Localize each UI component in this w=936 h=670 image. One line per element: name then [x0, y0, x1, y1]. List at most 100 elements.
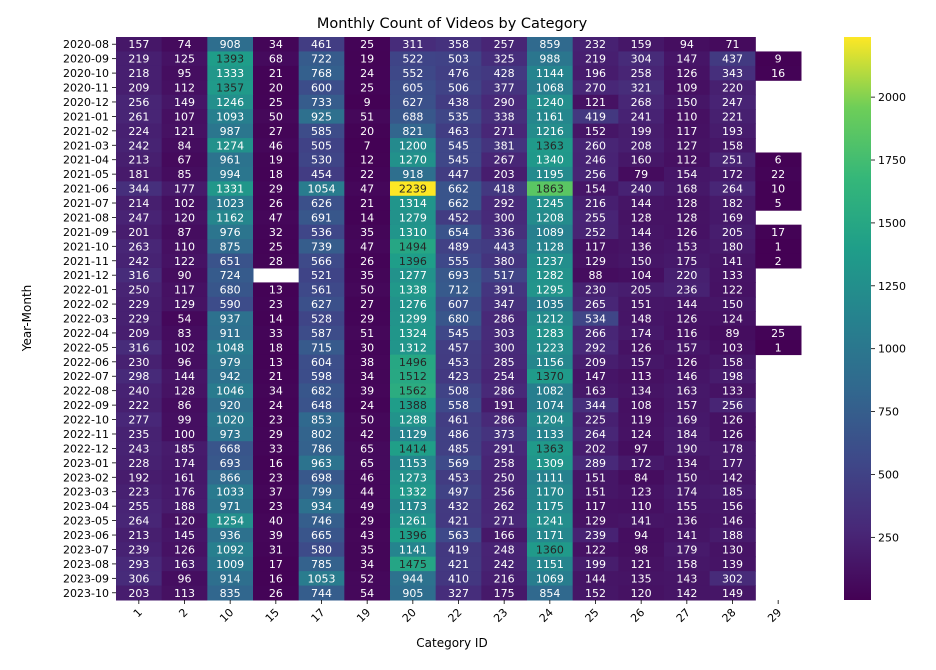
heatmap-cell	[709, 37, 756, 52]
cell-value-label: 668	[220, 442, 241, 455]
heatmap-cell	[618, 383, 665, 399]
cell-value-label: 29	[269, 183, 283, 196]
heatmap-cell	[298, 340, 345, 356]
cell-value-label: 130	[722, 543, 743, 556]
heatmap-cell	[664, 527, 711, 543]
heatmap-cell	[709, 195, 756, 211]
cell-value-label: 166	[494, 529, 515, 542]
cell-value-label: 158	[722, 356, 743, 369]
cell-value-label: 153	[676, 240, 697, 253]
heatmap-cell	[161, 542, 208, 558]
cell-value-label: 117	[585, 240, 606, 253]
heatmap-cell	[435, 51, 482, 67]
heatmap-cell	[207, 455, 254, 471]
heatmap-cell	[116, 556, 163, 572]
heatmap-cell	[161, 94, 208, 110]
heatmap-cell	[344, 282, 391, 298]
cell-value-label: 1074	[536, 399, 564, 412]
cell-value-label: 19	[269, 154, 283, 167]
cell-value-label: 1170	[536, 486, 564, 499]
cell-value-label: 14	[360, 211, 374, 224]
cell-value-label: 10	[771, 183, 785, 196]
cell-value-label: 119	[631, 414, 652, 427]
heatmap-cell	[618, 267, 665, 283]
cell-value-label: 86	[178, 399, 192, 412]
chart-title: Monthly Count of Videos by Category	[317, 16, 588, 32]
cell-value-label: 157	[676, 341, 697, 354]
cell-value-label: 42	[360, 428, 374, 441]
heatmap-cell	[664, 340, 711, 356]
heatmap-cell	[207, 109, 254, 125]
cell-value-label: 157	[631, 356, 652, 369]
heatmap-cell	[709, 383, 756, 399]
cell-value-label: 38	[360, 356, 374, 369]
heatmap-cell	[435, 556, 482, 572]
cell-value-label: 316	[128, 269, 149, 282]
heatmap-cell	[618, 369, 665, 384]
cell-value-label: 51	[360, 110, 374, 123]
heatmap-cell	[481, 513, 528, 529]
heatmap-cell	[755, 253, 802, 269]
cell-value-label: 343	[722, 67, 743, 80]
cell-value-label: 693	[448, 269, 469, 282]
heatmap-cell	[116, 195, 163, 211]
cell-value-label: 654	[448, 226, 469, 239]
colorbar-tick-label: 1500	[878, 217, 906, 230]
heatmap-cell	[298, 181, 345, 197]
cell-value-label: 569	[448, 457, 469, 470]
row-tick-label: 2022-03	[63, 313, 109, 326]
cell-value-label: 1223	[536, 341, 564, 354]
heatmap-cell	[572, 585, 619, 601]
cell-value-label: 150	[722, 298, 743, 311]
cell-value-label: 50	[269, 110, 283, 123]
heatmap-cell	[344, 181, 391, 197]
cell-value-label: 256	[585, 168, 606, 181]
colorbar-tick-label: 1000	[878, 343, 906, 356]
heatmap-cell	[344, 109, 391, 125]
heatmap-cell	[390, 369, 437, 384]
heatmap-cell	[116, 426, 163, 442]
cell-value-label: 150	[631, 255, 652, 268]
heatmap-cell	[116, 455, 163, 471]
cell-value-label: 391	[494, 284, 515, 297]
cell-value-label: 83	[178, 327, 192, 340]
cell-value-label: 302	[722, 572, 743, 585]
heatmap-cell	[161, 311, 208, 327]
cell-value-label: 242	[494, 558, 515, 571]
cell-value-label: 1068	[536, 82, 564, 95]
cell-value-label: 1396	[399, 255, 427, 268]
cell-value-label: 109	[676, 82, 697, 95]
heatmap-cell	[618, 484, 665, 500]
cell-value-label: 203	[494, 168, 515, 181]
cell-value-label: 24	[360, 67, 374, 80]
row-tick-label: 2020-08	[63, 38, 109, 51]
cell-value-label: 88	[589, 269, 603, 282]
cell-value-label: 89	[726, 327, 740, 340]
heatmap-cell	[253, 152, 300, 168]
heatmap-cell	[664, 412, 711, 428]
heatmap-cell	[116, 383, 163, 399]
heatmap-cell	[481, 282, 528, 298]
cell-value-label: 971	[220, 500, 241, 513]
cell-value-label: 157	[128, 38, 149, 51]
heatmap-cell	[161, 123, 208, 139]
cell-value-label: 125	[174, 53, 195, 66]
heatmap-cell	[481, 123, 528, 139]
cell-value-label: 1111	[536, 471, 564, 484]
cell-value-label: 9	[364, 96, 371, 109]
cell-value-label: 1241	[536, 515, 564, 528]
cell-value-label: 1393	[216, 53, 244, 66]
cell-value-label: 34	[360, 370, 374, 383]
cell-value-label: 304	[631, 53, 652, 66]
heatmap-cell	[298, 498, 345, 514]
cell-value-label: 293	[128, 558, 149, 571]
cell-value-label: 505	[311, 139, 332, 152]
heatmap-cell	[572, 138, 619, 153]
heatmap-cell	[481, 166, 528, 182]
cell-value-label: 220	[676, 269, 697, 282]
heatmap-cell	[390, 527, 437, 543]
heatmap-cell	[253, 109, 300, 125]
cell-value-label: 1360	[536, 543, 564, 556]
heatmap-cell	[572, 195, 619, 211]
heatmap-cell	[481, 138, 528, 153]
